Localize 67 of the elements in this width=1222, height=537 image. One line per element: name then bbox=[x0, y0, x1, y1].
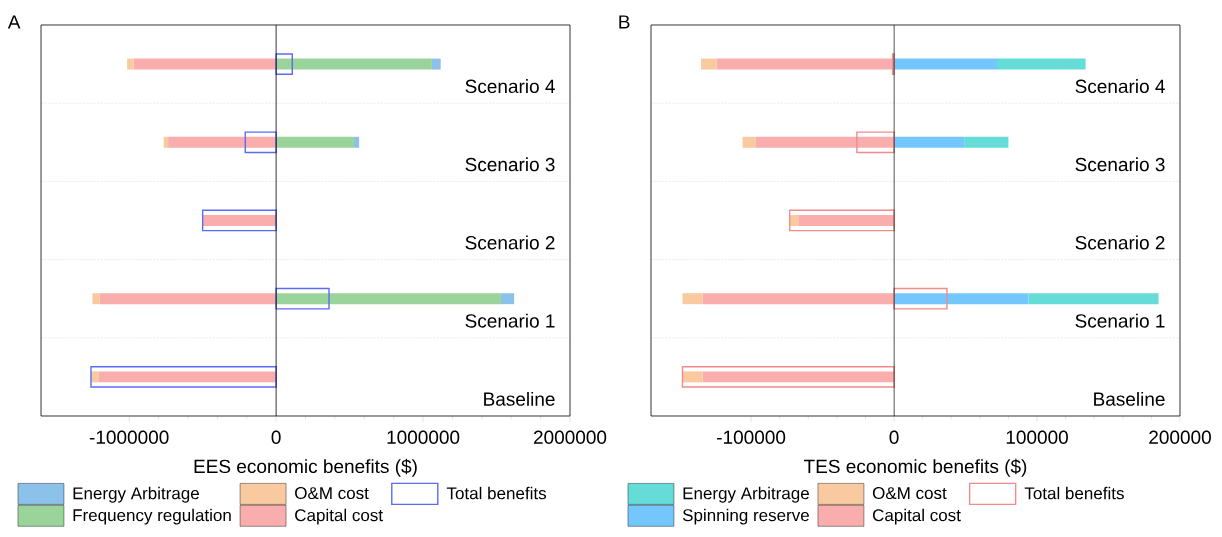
bar bbox=[894, 58, 997, 70]
bar bbox=[681, 366, 895, 388]
bar bbox=[755, 136, 895, 148]
legend-label: Capital cost bbox=[295, 508, 383, 525]
legend-label: O&M cost bbox=[872, 487, 947, 500]
x-tick-label: 200000 bbox=[1149, 430, 1211, 444]
bar bbox=[894, 136, 965, 148]
y-tick-label: Scenario 2 bbox=[465, 235, 555, 250]
bar bbox=[789, 215, 799, 226]
bar bbox=[168, 136, 277, 148]
x-tick-label: 0 bbox=[889, 430, 899, 444]
legend-label: Energy Arbitrage bbox=[683, 486, 809, 503]
bar bbox=[201, 209, 277, 232]
bar bbox=[127, 58, 134, 70]
x-tick-label: -1000000 bbox=[89, 430, 169, 444]
bar bbox=[682, 293, 703, 305]
x-tick-label: 1000000 bbox=[387, 430, 460, 444]
bar bbox=[163, 136, 169, 148]
bar bbox=[702, 371, 895, 383]
bar bbox=[133, 58, 277, 70]
legend-label: Spinning reserve bbox=[682, 508, 809, 525]
bar bbox=[276, 58, 432, 70]
y-tick-label: Scenario 4 bbox=[465, 79, 555, 94]
bar bbox=[92, 293, 100, 305]
y-tick-label: Baseline bbox=[1094, 391, 1165, 406]
y-tick-label: Scenario 2 bbox=[1075, 235, 1165, 250]
bar bbox=[716, 58, 895, 70]
bar bbox=[202, 215, 277, 226]
bar bbox=[894, 293, 1029, 305]
chart-title: B bbox=[619, 15, 630, 29]
bar bbox=[99, 293, 277, 305]
bar bbox=[500, 293, 515, 305]
bar bbox=[788, 209, 895, 232]
y-tick-label: Baseline bbox=[484, 391, 555, 406]
bar bbox=[276, 136, 354, 148]
y-tick-label: Scenario 1 bbox=[1075, 313, 1165, 328]
bar bbox=[431, 58, 441, 70]
legend-label: O&M cost bbox=[295, 487, 369, 500]
x-axis-title: EES economic benefits ($) bbox=[194, 458, 417, 477]
y-tick-label: Scenario 3 bbox=[1075, 157, 1165, 172]
bar bbox=[1028, 293, 1159, 305]
chart-title: A bbox=[7, 15, 21, 29]
bar bbox=[798, 215, 895, 226]
y-tick-label: Scenario 3 bbox=[465, 157, 555, 172]
bar bbox=[354, 136, 360, 148]
bar bbox=[964, 136, 1009, 148]
legend-label: Total benefits bbox=[1024, 486, 1124, 500]
legend-label: Capital cost bbox=[872, 508, 961, 525]
bar bbox=[742, 136, 756, 148]
legend-label: Frequency regulation bbox=[73, 508, 231, 525]
legend-label: Energy Arbitrage bbox=[73, 486, 199, 503]
x-tick-label: 100000 bbox=[1006, 430, 1068, 444]
x-tick-label: 0 bbox=[271, 430, 281, 444]
y-tick-label: Scenario 1 bbox=[465, 313, 555, 328]
legend-label: Total benefits bbox=[446, 486, 547, 500]
bar bbox=[701, 58, 717, 70]
x-tick-label: 2000000 bbox=[533, 430, 607, 444]
x-axis-title: TES economic benefits ($) bbox=[803, 458, 1027, 477]
x-tick-label: -100000 bbox=[717, 430, 786, 444]
bar bbox=[98, 371, 277, 383]
bar bbox=[90, 366, 277, 388]
bar bbox=[682, 371, 703, 383]
bar bbox=[891, 53, 895, 75]
bar bbox=[276, 293, 501, 305]
bar bbox=[997, 58, 1086, 70]
y-tick-label: Scenario 4 bbox=[1075, 79, 1165, 94]
bar bbox=[702, 293, 895, 305]
